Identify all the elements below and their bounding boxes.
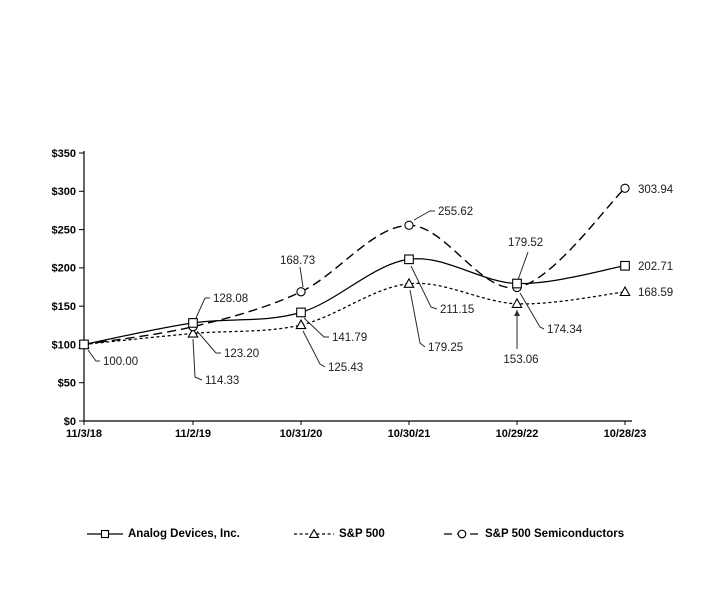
x-tick-label: 10/31/20 [280, 428, 323, 440]
legend-label-analog-devices: Analog Devices, Inc. [128, 528, 240, 540]
y-tick-label: $0 [64, 416, 76, 428]
y-tick-label: $350 [52, 148, 76, 160]
label-leader-line [409, 289, 426, 348]
marker-triangle-s-p-500 [403, 277, 415, 288]
data-point-label: 179.52 [508, 237, 543, 249]
marker-triangle-s-p-500 [511, 297, 523, 308]
legend-item-sp500: S&P 500 [293, 526, 385, 542]
label-leader-line [517, 251, 529, 281]
label-leader-line [410, 265, 438, 310]
data-point-label: 174.34 [547, 324, 583, 336]
label-leader-line [303, 317, 329, 338]
data-point-label: 255.62 [438, 206, 473, 218]
label-leader-line [302, 330, 326, 368]
x-tick-label: 10/30/21 [388, 428, 431, 440]
marker-square-analog-devices-inc [79, 339, 89, 350]
data-point-label: 211.15 [440, 304, 474, 316]
marker-circle-s-p-500-semiconductors [620, 183, 630, 193]
data-point-label: 303.94 [638, 184, 674, 196]
legend-item-sp500-semiconductors: S&P 500 Semiconductors [443, 526, 624, 542]
marker-square-analog-devices-inc [188, 318, 198, 328]
y-tick-label: $150 [52, 301, 76, 313]
x-tick-label: 10/29/22 [496, 428, 539, 440]
legend-label-sp500: S&P 500 [339, 528, 385, 540]
data-point-label: 125.43 [328, 362, 363, 374]
marker-circle-s-p-500-semiconductors [404, 220, 414, 230]
legend-item-analog-devices: Analog Devices, Inc. [86, 526, 240, 542]
data-point-label: 168.59 [638, 287, 673, 299]
x-tick-label: 11/3/18 [66, 428, 102, 440]
y-tick-label: $200 [52, 263, 76, 275]
marker-square-analog-devices-inc [404, 254, 414, 265]
label-leader-line [519, 292, 545, 330]
x-tick-label: 11/2/19 [175, 428, 211, 440]
legend-sample-dashed-line-circle-icon [444, 529, 480, 539]
y-tick-label: $100 [52, 339, 76, 351]
label-leader-line [299, 266, 304, 288]
marker-square-analog-devices-inc [296, 307, 306, 318]
data-point-label: 141.79 [332, 332, 367, 344]
line-chart: $0 $50 $100 $150 $200 $250 $300 $350 11/3/18 11/2… [52, 148, 674, 440]
legend-label-sp500-semiconductors: S&P 500 Semiconductors [485, 528, 625, 540]
label-leader-line [192, 338, 203, 381]
data-point-label: 168.73 [280, 255, 315, 267]
data-point-label: 100.00 [103, 356, 138, 368]
series-line-s-p-500-semiconductors [83, 187, 626, 346]
series-lines [83, 187, 626, 346]
marker-triangle-s-p-500 [187, 327, 199, 338]
marker-square-analog-devices-inc [512, 278, 522, 289]
marker-triangle-s-p-500 [295, 318, 307, 330]
data-point-label: 128.08 [213, 293, 248, 305]
data-point-label: 179.25 [428, 342, 463, 354]
label-leader-line [87, 349, 100, 362]
label-leader-line [196, 330, 221, 354]
legend-sample-dotted-line-triangle-icon [294, 528, 334, 538]
marker-triangle-s-p-500 [619, 285, 631, 297]
axis-lines [83, 151, 632, 422]
label-leader-line [413, 210, 435, 221]
data-labels: 100.00 128.08 123.20 114.33 168.73 141.79 125.… [87, 184, 674, 387]
y-tick-label: $250 [52, 224, 76, 236]
label-leader-line [195, 297, 210, 319]
marker-circle-s-p-500-semiconductors [296, 287, 306, 297]
legend-sample-solid-line-square-icon [87, 529, 123, 539]
y-tick-label: $50 [58, 378, 76, 390]
axes: $0 $50 $100 $150 $200 $250 $300 $350 11/3/18 11/2… [52, 148, 647, 440]
y-tick-label: $300 [52, 186, 76, 198]
data-point-label: 202.71 [638, 261, 673, 273]
data-point-label: 114.33 [205, 375, 239, 387]
series-line-s-p-500 [83, 282, 626, 346]
marker-square-analog-devices-inc [620, 260, 630, 271]
series-line-analog-devices-inc [83, 258, 626, 346]
series-markers [78, 183, 631, 350]
data-point-label: 123.20 [224, 348, 259, 360]
data-point-label: 153.06 [503, 354, 538, 366]
label-leader-arrowhead [514, 310, 520, 316]
x-tick-label: 10/28/23 [604, 428, 647, 440]
